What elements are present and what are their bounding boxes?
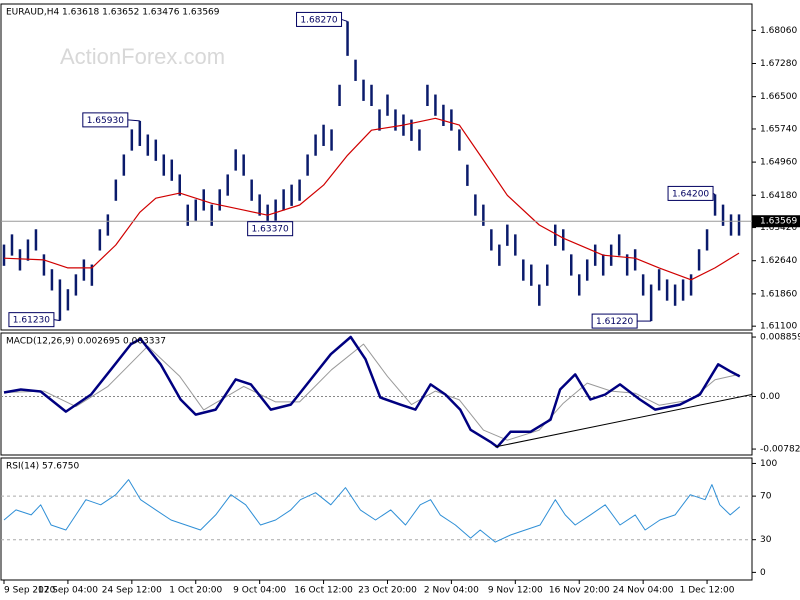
last-price-box <box>752 215 800 228</box>
annotation-connector <box>341 18 348 22</box>
x-tick-label: 2 Nov 04:00 <box>424 586 479 596</box>
y-tick-label: 0 <box>760 568 766 578</box>
y-tick-label: 1.68060 <box>760 26 797 36</box>
annotation-label: 1.61230 <box>13 316 50 326</box>
annotation-connector <box>53 319 61 322</box>
x-tick-label: 24 Nov 04:00 <box>613 586 674 596</box>
x-tick-label: 24 Sep 12:00 <box>102 586 162 596</box>
y-tick-label: 100 <box>760 459 777 469</box>
panel-frame <box>0 3 753 331</box>
panel-frame <box>0 332 753 456</box>
x-tick-label: 16 Nov 20:00 <box>549 586 610 596</box>
series-line <box>3 117 740 281</box>
annotation-label: 1.65930 <box>87 116 124 126</box>
x-tick-label: 16 Oct 12:00 <box>294 586 353 596</box>
y-tick-label: 1.67280 <box>760 59 797 69</box>
y-tick-label: 0.008859 <box>760 333 800 343</box>
series-line <box>3 343 740 441</box>
series-line <box>3 335 741 449</box>
x-tick-label: 1 Oct 20:00 <box>169 586 222 596</box>
y-tick-label: 70 <box>760 492 772 502</box>
watermark: ActionForex.com <box>60 44 225 69</box>
y-tick-label: 0.00 <box>760 392 780 402</box>
annotation-label: 1.63370 <box>252 225 289 235</box>
y-tick-label: 1.61100 <box>760 322 797 332</box>
panel-title: EURAUD,H4 1.63618 1.63652 1.63476 1.6356… <box>6 8 220 18</box>
annotation-label: 1.61220 <box>596 317 633 327</box>
annotation-label: 1.68270 <box>300 15 337 25</box>
y-tick-label: 1.62640 <box>760 256 797 266</box>
annotation-box <box>667 185 714 201</box>
annotation-box <box>8 312 55 328</box>
x-tick-label: 9 Sep 2020 <box>4 586 56 596</box>
panel-title: MACD(12,26,9) 0.002695 0.003337 <box>6 337 166 347</box>
series-line <box>3 479 741 543</box>
y-tick-label: 1.61860 <box>760 289 797 299</box>
x-tick-label: 23 Oct 20:00 <box>358 586 417 596</box>
annotation-box <box>82 112 129 128</box>
series-line <box>495 394 752 448</box>
y-tick-label: -0.007826 <box>760 445 800 455</box>
panel-frame <box>0 457 753 581</box>
annotation-box <box>296 11 343 27</box>
annotation-connector <box>127 119 140 122</box>
panel-title: RSI(14) 57.6750 <box>6 462 79 472</box>
y-tick-label: 30 <box>760 535 772 545</box>
y-tick-label: 1.64960 <box>760 158 797 168</box>
last-price-label: 1.63569 <box>760 217 797 227</box>
x-tick-label: 9 Nov 12:00 <box>488 586 543 596</box>
y-tick-label: 1.65740 <box>760 124 797 134</box>
annotation-label: 1.64200 <box>672 189 709 199</box>
x-tick-label: 9 Oct 04:00 <box>233 586 286 596</box>
annotation-box <box>591 313 638 329</box>
x-tick-label: 1 Dec 12:00 <box>680 586 735 596</box>
y-tick-label: 1.64180 <box>760 191 797 201</box>
annotation-box <box>247 221 294 237</box>
y-tick-label: 1.63420 <box>760 223 797 233</box>
y-tick-label: 1.66500 <box>760 92 797 102</box>
x-tick-label: 17 Sep 04:00 <box>38 586 98 596</box>
